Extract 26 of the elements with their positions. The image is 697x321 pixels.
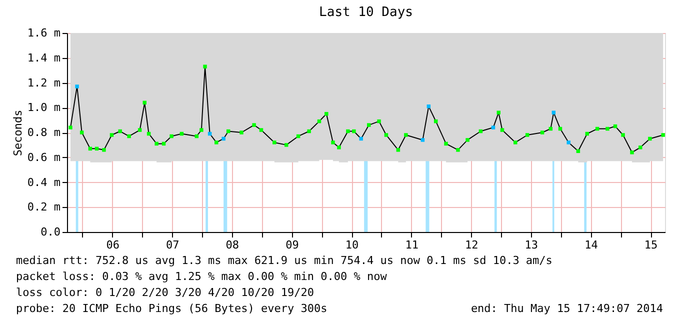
y-tick-label: 0.0 (40, 226, 60, 238)
y-tick-label: 1.6 m (27, 26, 61, 40)
y-tick-label: 0.6 m (27, 150, 61, 164)
text: loss color: 0 1/20 2/20 3/20 4/20 10/20 19/20 (16, 286, 314, 299)
x-tick-label: 11 (405, 238, 418, 252)
y-tick-label: 0.4 m (27, 176, 61, 189)
y-tick-label: 0.2 m (27, 200, 61, 214)
y-tick-label: 0.8 m (27, 126, 61, 139)
x-tick-label: 15 (644, 238, 658, 252)
y-tick-label: 1.4 m (27, 51, 61, 64)
text: median rtt: 752.8 us avg 1.3 ms max 621.9 us min 754.4 us now 0.1 ms sd 10.3 am/s (16, 254, 552, 267)
text: end: Thu May 15 17:49:07 2014 (470, 302, 664, 315)
x-tick-label: 14 (584, 238, 598, 252)
x-tick-label: 10 (345, 238, 359, 252)
x-tick-label: 09 (286, 238, 299, 252)
x-tick-label: 13 (524, 238, 538, 252)
text: packet loss: 0.03 % avg 1.25 % max 0.00 % min 0.00 % now (16, 270, 388, 283)
x-tick-label: 08 (226, 238, 240, 252)
y-axis-title: Seconds (11, 110, 24, 156)
x-tick-label: 07 (166, 238, 180, 252)
y-tick-label: 1.0 m (27, 101, 61, 114)
x-tick-label: 06 (106, 238, 120, 252)
x-tick-label: 12 (465, 238, 478, 252)
chart-title: Last 10 Days (319, 5, 413, 20)
y-tick-label: 1.2 m (27, 76, 61, 90)
text: probe: 20 ICMP Echo Pings (56 Bytes) every 300s (16, 302, 328, 315)
